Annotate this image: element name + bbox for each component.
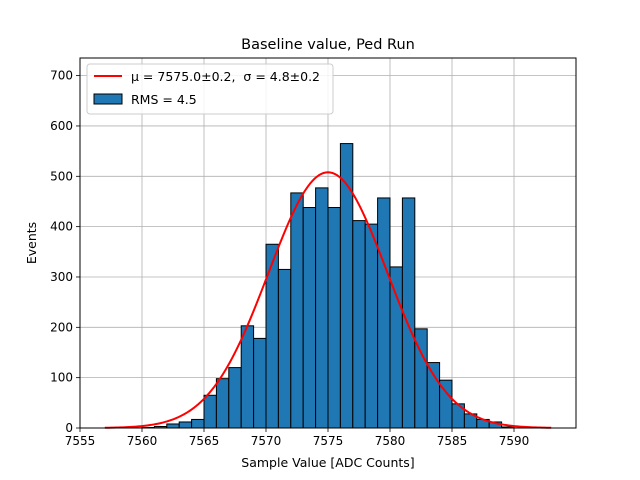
x-tick-label: 7555 <box>65 434 96 448</box>
y-tick-label: 400 <box>50 220 73 234</box>
x-tick-label: 7580 <box>375 434 406 448</box>
legend: μ = 7575.0±0.2, σ = 4.8±0.2 RMS = 4.5 <box>86 63 334 115</box>
gaussian-fit-curve <box>104 171 552 429</box>
y-tick-label: 200 <box>50 320 73 334</box>
x-tick-label: 7590 <box>499 434 530 448</box>
y-tick-label: 700 <box>50 69 73 83</box>
histogram-bar <box>426 362 441 429</box>
y-tick-label: 100 <box>50 371 73 385</box>
histogram-bar <box>240 325 255 429</box>
x-tick-label: 7575 <box>313 434 344 448</box>
legend-fit-label: μ = 7575.0±0.2, σ = 4.8±0.2 <box>131 69 320 84</box>
histogram-bar <box>389 266 403 429</box>
histogram-bar <box>364 223 379 429</box>
histogram-bar <box>178 421 193 429</box>
histogram-bar <box>253 337 267 429</box>
histogram-bar <box>339 143 354 429</box>
legend-box <box>86 63 334 115</box>
histogram-bar <box>191 418 205 429</box>
histogram-bar <box>215 378 230 429</box>
legend-fit-sigma: σ = 4.8±0.2 <box>243 69 320 84</box>
histogram-bar <box>315 187 329 429</box>
x-tick-label: 7565 <box>189 434 220 448</box>
histogram-bar <box>302 207 317 429</box>
histogram-bar <box>290 192 304 429</box>
y-tick-label: 500 <box>50 169 73 183</box>
chart-title: Baseline value, Ped Run <box>241 37 415 53</box>
histogram-bar <box>352 220 366 429</box>
legend-fit-mu: μ = 7575.0±0.2, <box>131 69 235 84</box>
y-tick-label: 300 <box>50 270 73 284</box>
y-axis-label: Events <box>24 222 39 264</box>
histogram-bar <box>377 197 391 429</box>
x-tick-label: 7560 <box>127 434 158 448</box>
x-tick-label: 7570 <box>251 434 282 448</box>
histogram-bar <box>203 394 217 429</box>
histogram-bar <box>327 207 341 429</box>
legend-histogram-label: RMS = 4.5 <box>131 92 197 107</box>
y-tick-label: 0 <box>65 421 73 435</box>
x-axis-label: Sample Value [ADC Counts] <box>241 455 414 470</box>
y-tick-label: 600 <box>50 119 73 133</box>
x-tick-label: 7585 <box>437 434 468 448</box>
legend-histogram-swatch <box>93 93 123 105</box>
histogram-bar <box>277 268 292 429</box>
histogram-bar <box>166 423 180 429</box>
histogram-bar <box>228 367 242 429</box>
x-axis: 7555 7560 7565 7570 7575 7580 7585 7590 <box>65 428 530 448</box>
y-axis: 0 100 200 300 400 500 600 700 <box>50 69 80 435</box>
